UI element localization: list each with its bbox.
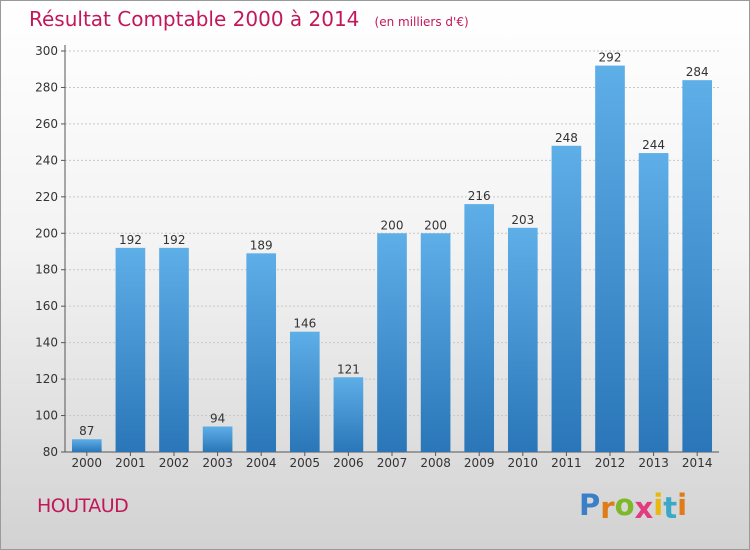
y-tick-label: 80: [43, 445, 58, 459]
bar-value-label: 200: [424, 218, 447, 232]
brand-logo: Proxiti: [579, 488, 688, 525]
y-tick-label: 120: [35, 372, 58, 386]
x-tick-label: 2014: [682, 456, 713, 470]
bar-layer: [71, 65, 713, 453]
x-tick-label: 2004: [246, 456, 277, 470]
x-tick-label: 2007: [377, 456, 408, 470]
x-tick-label: 2010: [508, 456, 539, 470]
bar-value-label: 189: [250, 238, 273, 252]
bar-value-label: 121: [337, 362, 360, 376]
x-tick-label: 2005: [290, 456, 321, 470]
bar: [551, 145, 582, 453]
bar: [202, 426, 233, 452]
x-tick-label: 2011: [551, 456, 582, 470]
bar-value-label: 192: [119, 233, 142, 247]
y-tick-label: 280: [35, 80, 58, 94]
bar-value-label: 146: [293, 317, 316, 331]
x-tick-label: 2009: [464, 456, 495, 470]
bar-value-label: 203: [511, 213, 534, 227]
bar-value-label: 216: [468, 189, 491, 203]
x-tick-label: 2003: [202, 456, 233, 470]
commune-name: HOUTAUD: [37, 495, 129, 517]
bar-value-label: 248: [555, 131, 578, 145]
bar-value-label: 94: [210, 411, 225, 425]
bar: [333, 377, 364, 452]
bar: [507, 227, 538, 452]
x-tick-label: 2013: [638, 456, 669, 470]
label-layer: 87 192 192 94 189 146 121 200 200 216 203 248 292 244…: [79, 51, 708, 439]
y-tick-label: 140: [35, 336, 58, 350]
bar: [115, 247, 146, 452]
bar: [638, 153, 669, 452]
chart-title: Résultat Comptable 2000 à 2014: [29, 7, 360, 31]
y-tick-label: 260: [35, 117, 58, 131]
y-tick-label: 180: [35, 263, 58, 277]
x-tick-label: 2000: [72, 456, 103, 470]
brand-logo-letter: t: [663, 491, 678, 525]
y-tick-label: 300: [35, 44, 58, 58]
bar: [289, 331, 320, 452]
bar-value-label: 200: [381, 218, 404, 232]
bar: [159, 247, 189, 452]
brand-logo-letter: P: [579, 488, 601, 522]
brand-logo-letter: o: [614, 488, 635, 522]
bar-value-label: 292: [599, 51, 622, 65]
x-tick-label: 2012: [595, 456, 626, 470]
bar-value-label: 192: [163, 233, 186, 247]
bar: [682, 80, 713, 452]
title-row: Résultat Comptable 2000 à 2014 (en milli…: [29, 7, 469, 31]
x-tick-label: 2001: [115, 456, 146, 470]
y-tick-label: 200: [35, 226, 58, 240]
bar: [246, 253, 277, 452]
bar: [377, 233, 407, 452]
bar-value-label: 87: [79, 424, 94, 438]
x-tick-label: 2002: [159, 456, 190, 470]
y-tick-label: 100: [35, 409, 58, 423]
y-tick-label: 160: [35, 299, 58, 313]
brand-logo-letter: i: [653, 488, 664, 522]
x-tick-label: 2006: [333, 456, 364, 470]
y-tick-label: 220: [35, 190, 58, 204]
chart-subtitle: (en milliers d'€): [374, 15, 469, 29]
brand-logo-letter: x: [634, 491, 654, 525]
bar-value-label: 284: [686, 65, 709, 79]
brand-logo-letter: r: [600, 491, 615, 525]
bar: [464, 204, 495, 452]
bar: [71, 439, 102, 452]
x-tick-label: 2008: [420, 456, 451, 470]
bar: [595, 65, 625, 452]
brand-logo-letter: i: [677, 488, 688, 522]
bar: [420, 233, 451, 452]
bar-value-label: 244: [642, 138, 665, 152]
y-tick-label: 240: [35, 153, 58, 167]
